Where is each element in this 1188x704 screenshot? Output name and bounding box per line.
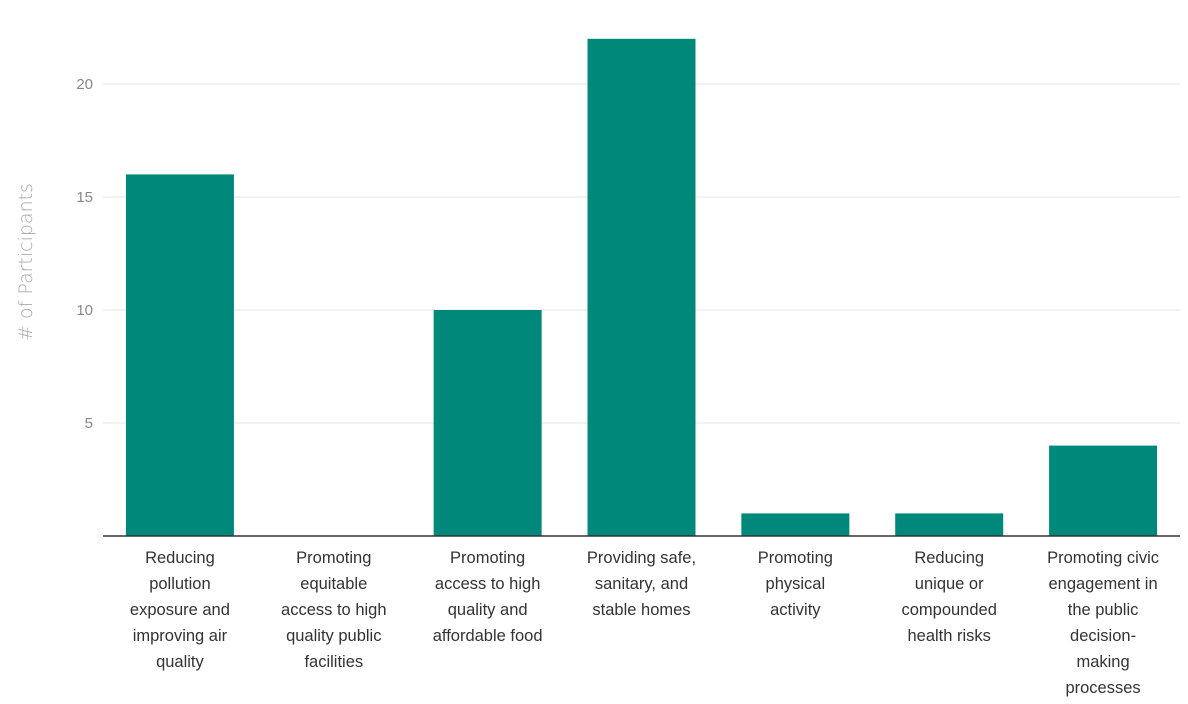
x-tick-label-line: processes (1065, 679, 1141, 697)
x-tick-label-line: quality and (447, 601, 528, 619)
x-tick-label-line: quality public (286, 627, 382, 645)
bars (125, 38, 1158, 537)
x-tick-label-line: stable homes (592, 601, 691, 619)
x-tick-label-line: affordable food (432, 627, 543, 645)
x-tick-label: Promoting equitable access to high quality … (266, 545, 402, 675)
x-tick-label-line: decision- (1070, 627, 1137, 645)
x-tick-label-line: Promoting civic (1047, 549, 1159, 567)
bar-4 (587, 38, 696, 537)
x-tick-label-line: making (1076, 653, 1130, 671)
x-tick-label-line: Promoting (757, 549, 833, 567)
x-tick-label: Promoting access to high quality and afford… (420, 545, 556, 649)
axes: 5 10 15 20 (76, 76, 1180, 537)
x-tick-label-line: unique or (914, 575, 984, 593)
x-tick-label-line: access to high (281, 601, 387, 619)
x-tick-label-line: compounded (901, 601, 997, 619)
x-tick-label: Reducing pollution exposure and improving a… (112, 545, 248, 675)
bar-5 (741, 513, 850, 536)
x-tick-label-line: activity (770, 601, 821, 619)
y-tick-label: 20 (76, 76, 93, 93)
x-tick-label: Promoting civic engagement in the public de… (1035, 545, 1171, 701)
x-tick-label-line: exposure and (129, 601, 230, 619)
x-tick-label: Providing safe, sanitary, and stable homes (574, 545, 710, 623)
x-tick-label-line: physical (765, 575, 826, 593)
x-tick-label-line: Promoting (450, 549, 526, 567)
x-tick-label-line: sanitary, and (594, 575, 689, 593)
x-tick-label: Reducing unique or compounded health risks (881, 545, 1017, 649)
x-tick-label-line: health risks (907, 627, 991, 645)
y-tick-label: 10 (76, 302, 93, 319)
x-tick-label-line: engagement in (1048, 575, 1158, 593)
x-tick-label-line: facilities (304, 653, 364, 671)
x-tick-label-line: the public (1067, 601, 1139, 619)
x-tick-label-line: equitable (300, 575, 368, 593)
x-tick-label-line: Reducing (914, 549, 985, 567)
bar-6 (895, 513, 1004, 536)
x-tick-label: Promoting physical activity (727, 545, 863, 623)
y-tick-label: 5 (85, 415, 93, 432)
bar-1 (125, 174, 234, 536)
bar-7 (1049, 445, 1158, 536)
y-tick-label: 15 (76, 189, 93, 206)
x-tick-label-line: access to high (434, 575, 541, 593)
x-tick-label-line: pollution (149, 575, 211, 593)
x-tick-label-line: Reducing (145, 549, 215, 567)
x-tick-label-line: Providing safe, (586, 549, 697, 567)
x-tick-label-line: Promoting (296, 549, 372, 567)
bar-3 (433, 310, 542, 536)
x-tick-label-line: quality (156, 653, 204, 671)
x-tick-label-line: improving air (132, 627, 228, 645)
